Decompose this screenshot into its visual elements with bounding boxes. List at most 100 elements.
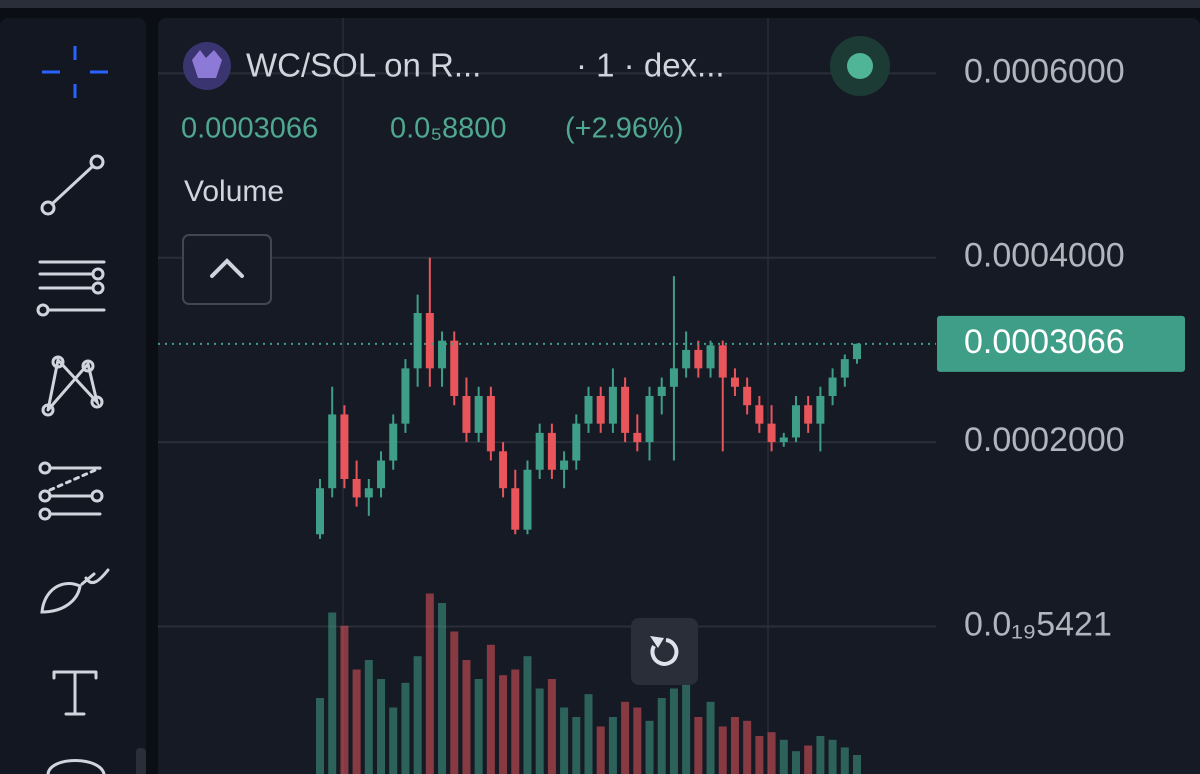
volume-bar [352, 669, 361, 774]
volume-bar [718, 726, 727, 774]
candle-body [438, 340, 447, 369]
volume-bar [499, 675, 508, 774]
candles [316, 257, 861, 539]
volume-bar [743, 720, 752, 774]
volume-bar [364, 660, 373, 774]
volume-bar [523, 656, 532, 774]
candle-body [596, 396, 605, 424]
price-axis: 0.0006000 0.0004000 0.0002000 0.0₁₉5421 0.00… [158, 52, 1185, 643]
pattern-tool[interactable] [41, 355, 104, 417]
candle-body [669, 368, 678, 387]
collapse-button[interactable] [182, 234, 272, 305]
candle-body [486, 396, 495, 452]
volume-bar [682, 679, 691, 774]
grid [158, 72, 936, 628]
candle-body [633, 432, 642, 443]
volume-bar [853, 755, 861, 774]
last-price-box [937, 315, 1185, 372]
candle-body [621, 386, 630, 433]
avatar-face [192, 50, 222, 78]
y-tick-label: 0.0002000 [964, 421, 1125, 459]
candle-body [584, 396, 593, 424]
quote-change-pct: (+2.96%) [565, 113, 683, 145]
volume-bar [425, 593, 434, 774]
candle-body [340, 414, 349, 479]
candle-body [352, 478, 361, 498]
status-dot [847, 53, 873, 79]
volume-bar [767, 732, 776, 774]
volume-pane [316, 593, 861, 774]
candle-body [791, 405, 800, 438]
candle-body [828, 377, 837, 396]
volume-bar [706, 701, 715, 774]
chart-panel [158, 18, 1200, 774]
candle-body [389, 423, 398, 461]
volume-bar [694, 717, 703, 774]
text-tool[interactable] [52, 670, 98, 716]
y-tick-label: 0.0₁₉5421 [964, 605, 1112, 643]
candle-body [474, 396, 483, 433]
candle-body [706, 345, 715, 369]
volume-bar [608, 717, 617, 774]
projection-tool[interactable] [38, 461, 104, 521]
candle-body [645, 396, 654, 443]
volume-bar [401, 682, 410, 774]
candle-body [413, 313, 422, 369]
volume-bar [633, 707, 642, 774]
volume-bar [535, 688, 544, 774]
trend-line-tool[interactable] [40, 154, 105, 216]
indicator-label: Volume [184, 175, 284, 208]
volume-bar [657, 698, 666, 774]
last-price-label: 0.0003066 [964, 323, 1125, 361]
candle-body [560, 460, 569, 470]
volume-bar [340, 625, 349, 774]
volume-bar [438, 603, 447, 774]
candle-body [401, 368, 410, 424]
candle-body [718, 345, 727, 378]
volume-bar [779, 739, 788, 774]
candle-body [572, 423, 581, 461]
candle-body [608, 386, 617, 424]
candle-body [840, 359, 849, 378]
brush-tool[interactable] [40, 568, 110, 614]
quote-change: 0.0₅8800 [390, 113, 507, 145]
volume-bar [328, 612, 337, 774]
reset-button[interactable] [631, 618, 698, 685]
more-tool[interactable] [46, 759, 106, 774]
candle-body [364, 488, 373, 498]
candle-body [755, 405, 764, 424]
volume-bar [791, 751, 800, 774]
candle-body [328, 414, 337, 489]
candle-body [523, 469, 532, 530]
volume-bar [389, 707, 398, 774]
y-tick-label: 0.0004000 [964, 237, 1125, 275]
candle-body [694, 349, 703, 369]
volume-bar [572, 717, 581, 774]
scroll-handle [136, 748, 146, 774]
volume-bar [547, 679, 556, 774]
top-strip [0, 0, 1200, 8]
volume-bar [377, 679, 386, 774]
volume-bar [840, 747, 849, 774]
volume-bar [462, 660, 471, 774]
volume-bar [450, 631, 459, 774]
candle-body [450, 340, 459, 396]
volume-bar [755, 736, 764, 774]
symbol-meta: · 1 · dex... [576, 47, 725, 84]
symbol: WC/SOL on R... [246, 47, 481, 84]
quote-price: 0.0003066 [181, 113, 318, 145]
candle-body [804, 405, 813, 424]
candle-body [682, 349, 691, 369]
crosshair-tool[interactable] [42, 46, 108, 98]
candle-body [743, 386, 752, 406]
candle-body [547, 432, 556, 470]
fib-tool[interactable] [36, 260, 106, 317]
volume-bar [511, 669, 520, 774]
volume-bar [816, 736, 825, 774]
candle-body [499, 451, 508, 489]
volume-bar [596, 726, 605, 774]
candle-body [316, 488, 324, 535]
candle-body [767, 423, 776, 443]
candle-body [535, 432, 544, 470]
candle-body [657, 386, 666, 396]
